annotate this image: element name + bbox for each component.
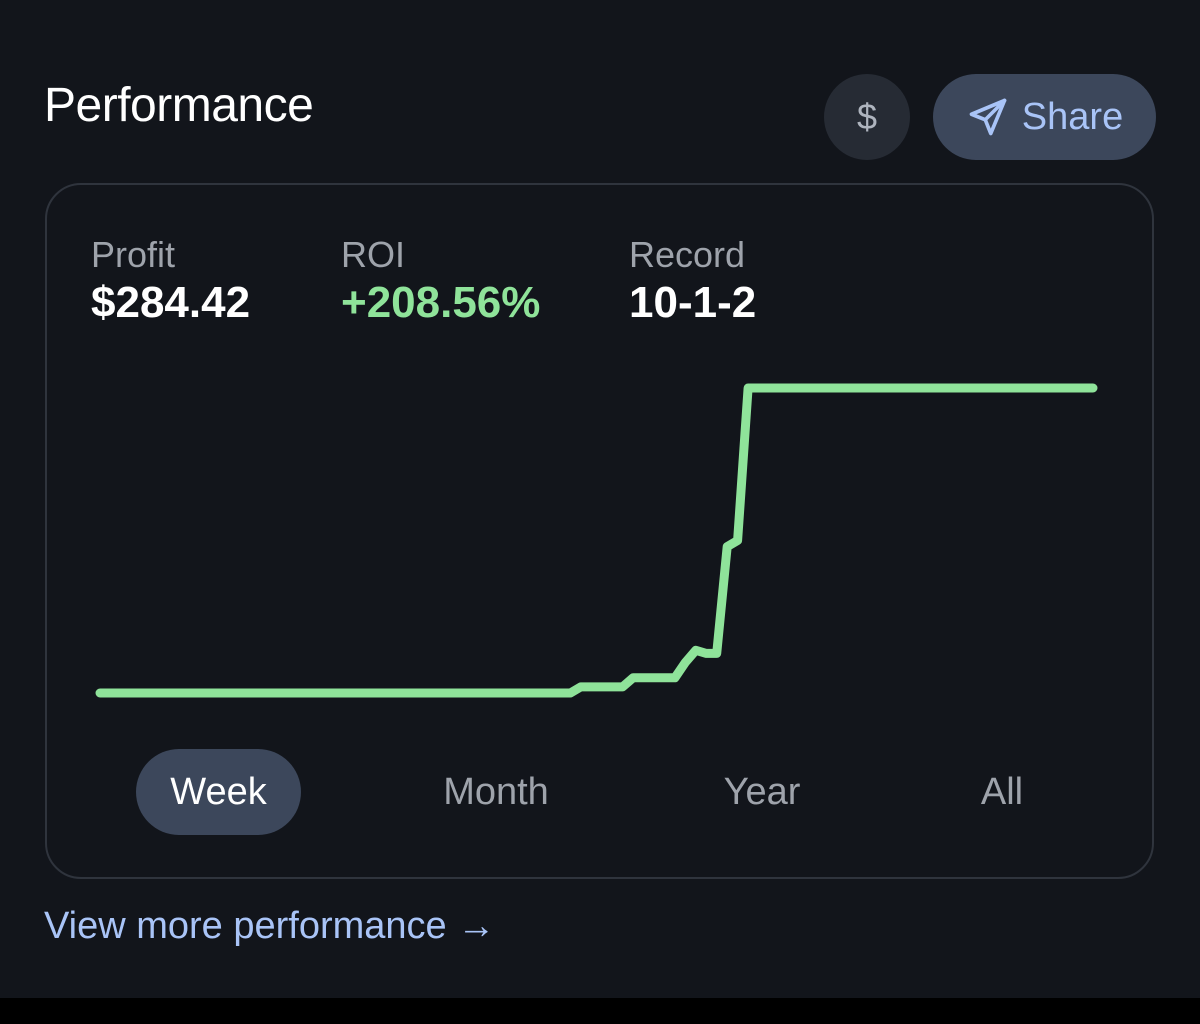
tab-all[interactable]: All — [947, 749, 1057, 835]
tab-month[interactable]: Month — [407, 749, 585, 835]
currency-toggle-button[interactable]: $ — [824, 74, 910, 160]
performance-panel: Performance $ Share Profit $284.42 ROI +… — [0, 0, 1200, 998]
profit-stat: Profit $284.42 — [91, 233, 250, 329]
page-title: Performance — [44, 79, 314, 132]
record-stat: Record 10-1-2 — [629, 233, 756, 329]
tab-week-label: Week — [170, 770, 267, 813]
tab-year-label: Year — [723, 770, 801, 813]
share-button[interactable]: Share — [933, 74, 1156, 160]
roi-label: ROI — [341, 234, 406, 275]
profit-value: $284.42 — [91, 278, 251, 327]
record-label: Record — [629, 234, 746, 275]
profit-line-chart — [95, 383, 1098, 698]
send-icon — [969, 98, 1007, 136]
roi-value: +208.56% — [341, 278, 541, 327]
tab-year[interactable]: Year — [687, 749, 837, 835]
profit-label: Profit — [91, 234, 176, 275]
profit-series-line — [95, 383, 1098, 698]
view-more-performance-link[interactable]: View more performance → — [44, 905, 496, 947]
dollar-icon: $ — [856, 96, 878, 137]
performance-card: Profit $284.42 ROI +208.56% Record 10-1-… — [45, 183, 1154, 879]
roi-stat: ROI +208.56% — [341, 233, 540, 329]
tab-month-label: Month — [443, 770, 549, 813]
tab-all-label: All — [980, 770, 1024, 813]
record-value: 10-1-2 — [629, 278, 757, 327]
share-button-label: Share — [1021, 95, 1124, 138]
tab-week[interactable]: Week — [136, 749, 301, 835]
